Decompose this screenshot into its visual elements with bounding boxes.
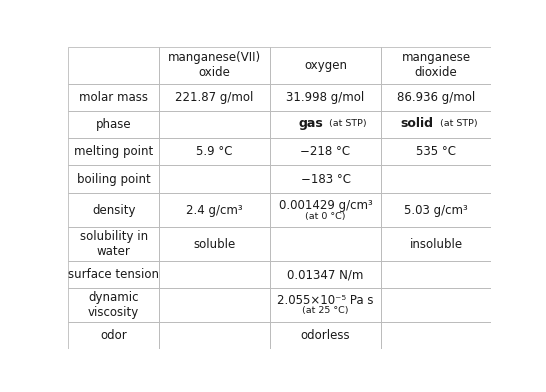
Bar (68, 261, 159, 288)
Bar (159, 47, 270, 83)
Bar (68, 138, 159, 165)
Text: 5.03 g/cm³: 5.03 g/cm³ (404, 203, 468, 216)
Text: odorless: odorless (301, 329, 351, 342)
Text: oxygen: oxygen (304, 59, 347, 72)
Bar (381, 193, 491, 227)
Bar (270, 83, 381, 111)
Text: 5.9 °C: 5.9 °C (197, 145, 233, 158)
Text: 86.936 g/mol: 86.936 g/mol (397, 91, 476, 104)
Text: insoluble: insoluble (410, 238, 463, 250)
Bar (270, 227, 381, 261)
Bar (159, 83, 270, 111)
Bar (159, 321, 270, 349)
Bar (159, 227, 270, 261)
Bar (381, 227, 491, 261)
Bar (270, 165, 381, 193)
Bar (159, 261, 270, 288)
Bar (68, 227, 159, 261)
Text: 31.998 g/mol: 31.998 g/mol (287, 91, 365, 104)
Bar (68, 288, 159, 321)
Bar (270, 261, 381, 288)
Text: boiling point: boiling point (77, 172, 151, 185)
Bar (270, 47, 381, 83)
Bar (159, 138, 270, 165)
Text: 0.001429 g/cm³: 0.001429 g/cm³ (278, 199, 372, 212)
Bar (381, 138, 491, 165)
Bar (270, 111, 381, 138)
Bar (68, 165, 159, 193)
Text: manganese
dioxide: manganese dioxide (402, 51, 471, 79)
Bar (159, 193, 270, 227)
Text: melting point: melting point (74, 145, 153, 158)
Bar (68, 111, 159, 138)
Text: gas: gas (298, 117, 323, 130)
Text: −218 °C: −218 °C (300, 145, 351, 158)
Bar (270, 288, 381, 321)
Bar (381, 165, 491, 193)
Bar (68, 321, 159, 349)
Text: manganese(VII)
oxide: manganese(VII) oxide (168, 51, 261, 79)
Bar (68, 193, 159, 227)
Bar (159, 165, 270, 193)
Bar (270, 138, 381, 165)
Text: density: density (92, 203, 135, 216)
Bar (159, 288, 270, 321)
Bar (381, 111, 491, 138)
Text: (at 0 °C): (at 0 °C) (305, 212, 346, 221)
Text: phase: phase (96, 118, 132, 131)
Text: surface tension: surface tension (68, 268, 159, 281)
Text: 221.87 g/mol: 221.87 g/mol (175, 91, 254, 104)
Bar (159, 111, 270, 138)
Text: odor: odor (100, 329, 127, 342)
Text: −183 °C: −183 °C (300, 172, 351, 185)
Bar (381, 321, 491, 349)
Bar (381, 288, 491, 321)
Bar (68, 83, 159, 111)
Bar (381, 83, 491, 111)
Text: solid: solid (401, 117, 434, 130)
Text: 0.01347 N/m: 0.01347 N/m (287, 268, 364, 281)
Text: solubility in
water: solubility in water (80, 230, 148, 258)
Text: molar mass: molar mass (79, 91, 148, 104)
Text: (at STP): (at STP) (434, 120, 477, 129)
Bar (381, 47, 491, 83)
Bar (381, 261, 491, 288)
Text: 535 °C: 535 °C (416, 145, 456, 158)
Text: (at 25 °C): (at 25 °C) (302, 307, 349, 316)
Text: dynamic
viscosity: dynamic viscosity (88, 291, 139, 319)
Bar (270, 321, 381, 349)
Text: soluble: soluble (193, 238, 236, 250)
Bar (68, 47, 159, 83)
Text: (at STP): (at STP) (323, 120, 366, 129)
Text: 2.055×10⁻⁵ Pa s: 2.055×10⁻⁵ Pa s (277, 294, 374, 307)
Bar (270, 193, 381, 227)
Text: 2.4 g/cm³: 2.4 g/cm³ (186, 203, 243, 216)
